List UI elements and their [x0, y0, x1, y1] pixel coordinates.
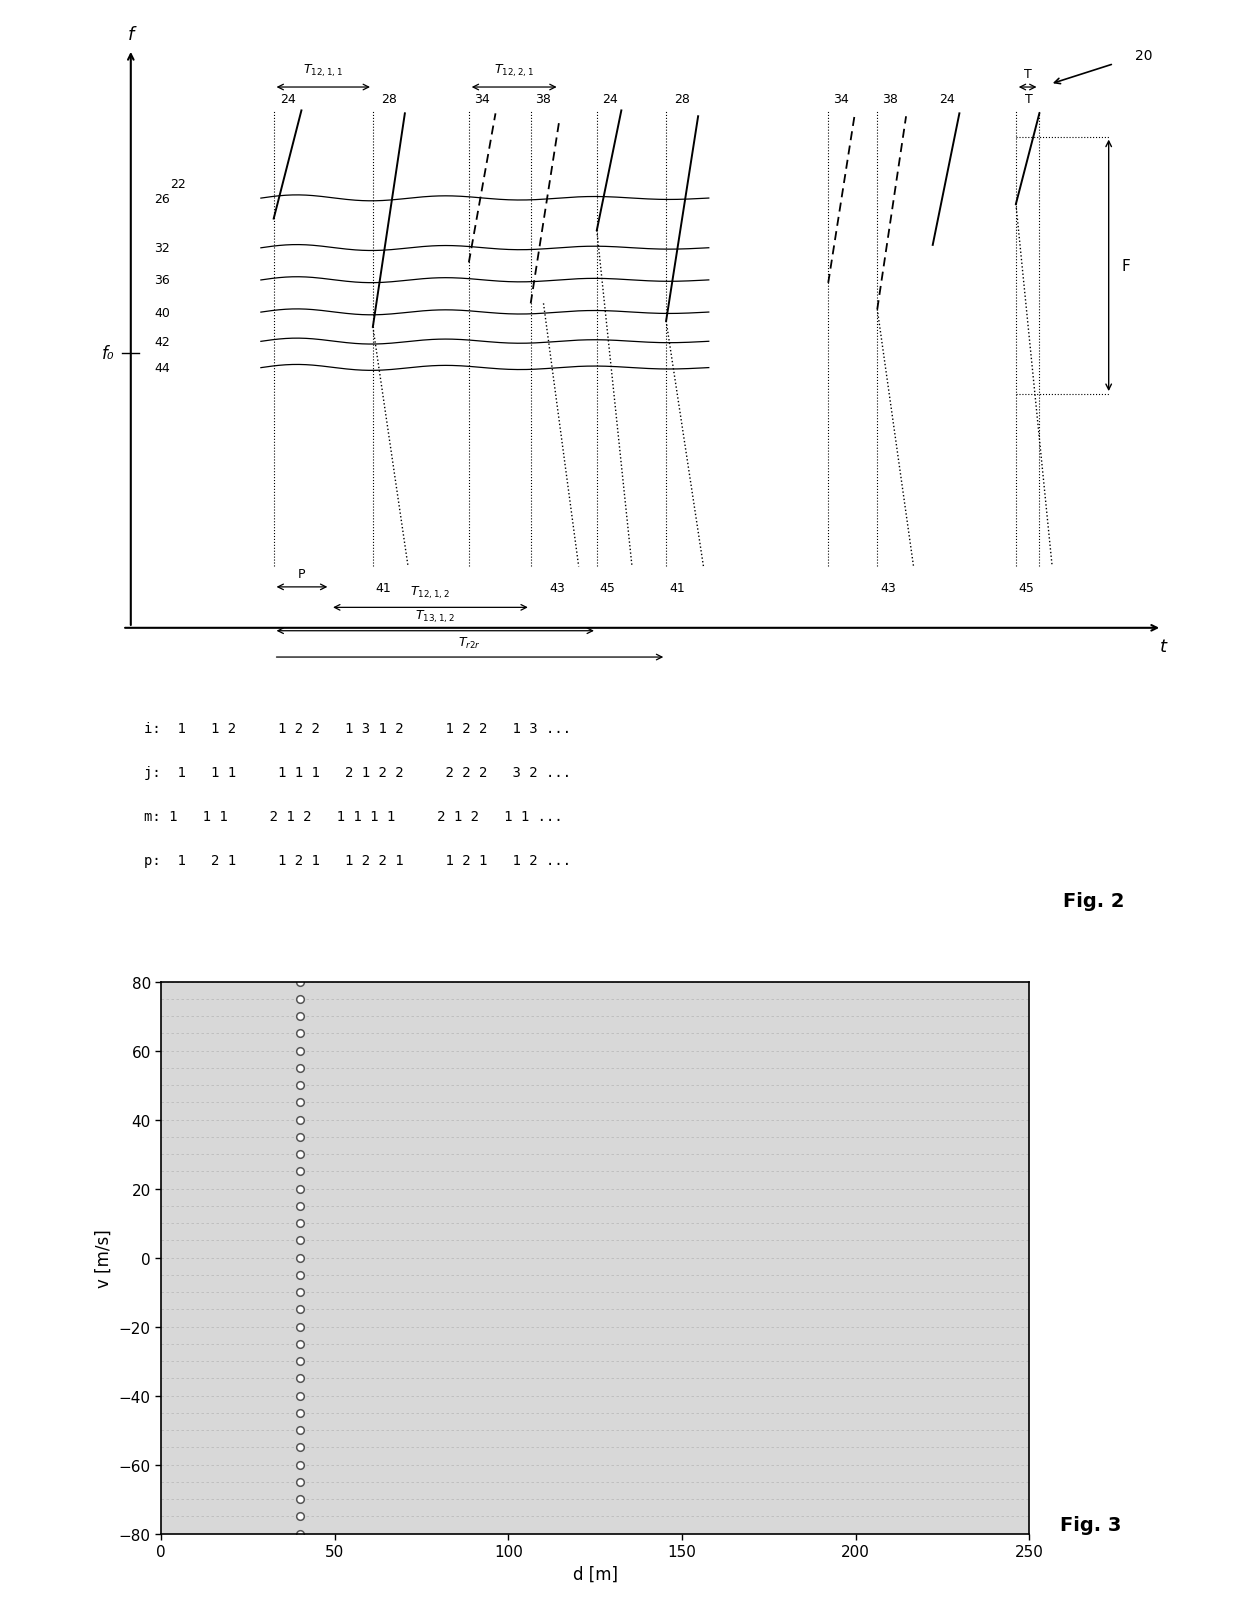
Text: 32: 32 — [155, 242, 170, 255]
Text: 43: 43 — [549, 581, 565, 594]
Text: 41: 41 — [376, 581, 392, 594]
Text: 26: 26 — [155, 193, 170, 206]
Text: 38: 38 — [536, 93, 552, 105]
Text: i:  1   1 2     1 2 2   1 3 1 2     1 2 2   1 3 ...: i: 1 1 2 1 2 2 1 3 1 2 1 2 2 1 3 ... — [144, 722, 570, 735]
Text: 44: 44 — [155, 362, 170, 375]
Text: 24: 24 — [601, 93, 618, 105]
Text: p:  1   2 1     1 2 1   1 2 2 1     1 2 1   1 2 ...: p: 1 2 1 1 2 1 1 2 2 1 1 2 1 1 2 ... — [144, 854, 570, 867]
Text: 24: 24 — [280, 93, 295, 105]
Text: 28: 28 — [381, 93, 397, 105]
Text: f₀: f₀ — [102, 344, 115, 364]
Text: Fig. 3: Fig. 3 — [1060, 1514, 1121, 1534]
Text: F: F — [1121, 258, 1130, 274]
Text: f: f — [128, 26, 134, 44]
Text: t: t — [1161, 638, 1167, 656]
Text: 45: 45 — [1018, 581, 1034, 594]
Text: 28: 28 — [675, 93, 691, 105]
Text: Fig. 2: Fig. 2 — [1063, 891, 1125, 911]
Text: 22: 22 — [170, 179, 186, 192]
Text: 42: 42 — [155, 336, 170, 349]
Text: $T_{12,2,1}$: $T_{12,2,1}$ — [495, 63, 534, 80]
Text: P: P — [298, 568, 306, 581]
Text: 34: 34 — [474, 93, 490, 105]
Text: j:  1   1 1     1 1 1   2 1 2 2     2 2 2   3 2 ...: j: 1 1 1 1 1 1 2 1 2 2 2 2 2 3 2 ... — [144, 766, 570, 779]
Text: $T_{12,1,2}$: $T_{12,1,2}$ — [410, 584, 450, 601]
Text: m: 1   1 1     2 1 2   1 1 1 1     2 1 2   1 1 ...: m: 1 1 1 2 1 2 1 1 1 1 2 1 2 1 1 ... — [144, 810, 563, 823]
Text: 41: 41 — [668, 581, 684, 594]
Text: 40: 40 — [154, 307, 170, 320]
Text: 24: 24 — [939, 93, 955, 105]
Y-axis label: v [m/s]: v [m/s] — [95, 1229, 113, 1287]
Text: 38: 38 — [882, 93, 898, 105]
X-axis label: d [m]: d [m] — [573, 1565, 618, 1582]
Text: 43: 43 — [880, 581, 895, 594]
Text: 45: 45 — [599, 581, 615, 594]
Text: 36: 36 — [155, 274, 170, 287]
Text: $T_{r2r}$: $T_{r2r}$ — [459, 636, 481, 651]
Text: 20: 20 — [1136, 49, 1153, 63]
Text: $T_{13,1,2}$: $T_{13,1,2}$ — [415, 609, 455, 625]
Text: 34: 34 — [833, 93, 849, 105]
Text: T: T — [1024, 68, 1032, 81]
Text: T: T — [1024, 93, 1033, 105]
Text: $T_{12,1,1}$: $T_{12,1,1}$ — [304, 63, 343, 80]
